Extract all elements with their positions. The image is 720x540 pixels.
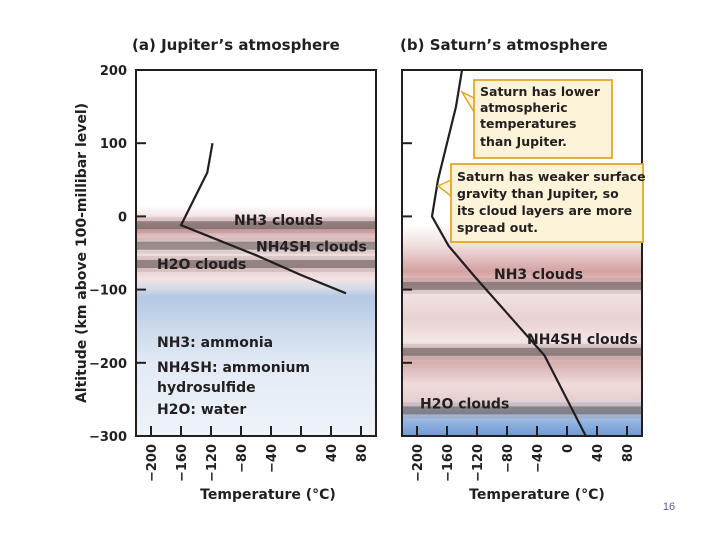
x-tick-label: −160 xyxy=(441,444,456,482)
x-tick-label: −200 xyxy=(411,444,426,482)
x-tick-label: −80 xyxy=(501,444,516,473)
x-tick-labels-a: −200 −160 −120 −80 −40 0 40 80 xyxy=(145,444,370,482)
cloud-band xyxy=(137,241,375,250)
cloud-band xyxy=(403,406,641,415)
note-2-line-3: its cloud layers are more xyxy=(457,203,632,218)
chemical-legend: NH3: ammonia NH4SH: ammonium hydrosulfid… xyxy=(157,335,310,418)
panel-a-title: (a) Jupiter’s atmosphere xyxy=(132,36,340,54)
annotation-lower-temperatures: Saturn has lower atmospheric temperature… xyxy=(460,79,613,159)
cloud-bands-a xyxy=(137,217,375,272)
x-tick-labels-b: −200 −160 −120 −80 −40 0 40 80 xyxy=(411,444,636,482)
x-tick-label: −200 xyxy=(145,444,160,482)
note-2-line-2: gravity than Jupiter, so xyxy=(457,186,619,201)
legend-line-4: H2O: water xyxy=(157,402,246,418)
panel-b-title: (b) Saturn’s atmosphere xyxy=(400,36,608,54)
y-tick-label: 0 xyxy=(118,210,127,225)
x-tick-label: 0 xyxy=(561,444,576,453)
temperature-curve-jupiter xyxy=(179,143,347,295)
x-tick-label: 40 xyxy=(591,444,606,462)
x-tick-label: −160 xyxy=(175,444,190,482)
note-1-line-4: than Jupiter. xyxy=(480,134,567,149)
panel-jupiter: (a) Jupiter’s atmosphere 200 100 0 −100 −200… xyxy=(74,36,377,503)
note-2-line-1: Saturn has weaker surface xyxy=(457,169,646,184)
legend-line-2: NH4SH: ammonium xyxy=(157,360,310,376)
note-2-line-4: spread out. xyxy=(457,220,538,235)
cloud-labels-b: NH3 clouds NH4SH clouds H2O clouds xyxy=(420,267,638,412)
cloud-band xyxy=(137,221,375,230)
plot-frame-a xyxy=(135,69,377,437)
cloud-band xyxy=(137,259,375,268)
cloud-layer-label: NH3 clouds xyxy=(234,213,323,229)
y-tick-label: 100 xyxy=(100,137,127,152)
y-tick-label: −300 xyxy=(89,430,127,445)
cloud-band-haze xyxy=(403,402,641,419)
note-1-line-1: Saturn has lower xyxy=(480,84,601,99)
x-tick-label: 80 xyxy=(621,444,636,462)
note-1-line-2: atmospheric xyxy=(480,100,568,115)
annotation-weaker-gravity: Saturn has weaker surface gravity than J… xyxy=(436,163,646,243)
x-tick-label: 40 xyxy=(325,444,340,462)
legend-line-3: hydrosulfide xyxy=(157,380,256,396)
cloud-layer-label: NH4SH clouds xyxy=(256,240,367,256)
x-axis-label-a: Temperature (°C) xyxy=(200,487,336,503)
page-number: 16 xyxy=(663,501,675,513)
cloud-layer-label: H2O clouds xyxy=(157,257,246,273)
cloud-layer-label: H2O clouds xyxy=(420,396,509,412)
x-tick-label: −120 xyxy=(471,444,486,482)
legend-line-1: NH3: ammonia xyxy=(157,335,273,351)
plot-frame-b xyxy=(401,69,643,437)
y-tick-label: −100 xyxy=(89,284,127,299)
temperature-curve-saturn xyxy=(430,69,587,437)
x-tick-label: 0 xyxy=(295,444,310,453)
x-tick-label: −40 xyxy=(531,444,546,473)
cloud-band xyxy=(403,281,641,290)
cloud-band-haze xyxy=(137,217,375,234)
x-tick-label: −40 xyxy=(265,444,280,473)
cloud-labels-a: NH3 clouds NH4SH clouds H2O clouds xyxy=(157,213,367,273)
x-tick-label: 80 xyxy=(355,444,370,462)
cloud-band xyxy=(403,347,641,356)
panel-saturn: (b) Saturn’s atmosphere −200 −160 −120 −80−… xyxy=(400,36,646,503)
callout-box xyxy=(450,163,644,243)
y-tick-labels-a: 200 100 0 −100 −200 −300 xyxy=(89,64,127,445)
cloud-layer-label: NH3 clouds xyxy=(494,267,583,283)
callout-box xyxy=(473,79,613,159)
x-tick-label: −80 xyxy=(235,444,250,473)
cloud-band-haze xyxy=(403,343,641,360)
cloud-bands-b xyxy=(403,277,641,419)
plot-area-a xyxy=(136,70,376,436)
tick-marks-a xyxy=(136,69,362,436)
cloud-band-haze xyxy=(403,277,641,294)
tick-marks-b xyxy=(402,69,628,436)
cloud-band-haze xyxy=(137,237,375,254)
x-axis-label-b: Temperature (°C) xyxy=(469,487,605,503)
cloud-layer-label: NH4SH clouds xyxy=(527,332,638,348)
y-tick-label: −200 xyxy=(89,357,127,372)
y-axis-label: Altitude (km above 100-millibar level) xyxy=(74,103,90,403)
cloud-band-haze xyxy=(137,255,375,272)
x-tick-label: −120 xyxy=(205,444,220,482)
note-1-line-3: temperatures xyxy=(480,116,576,131)
y-tick-label: 200 xyxy=(100,64,127,79)
